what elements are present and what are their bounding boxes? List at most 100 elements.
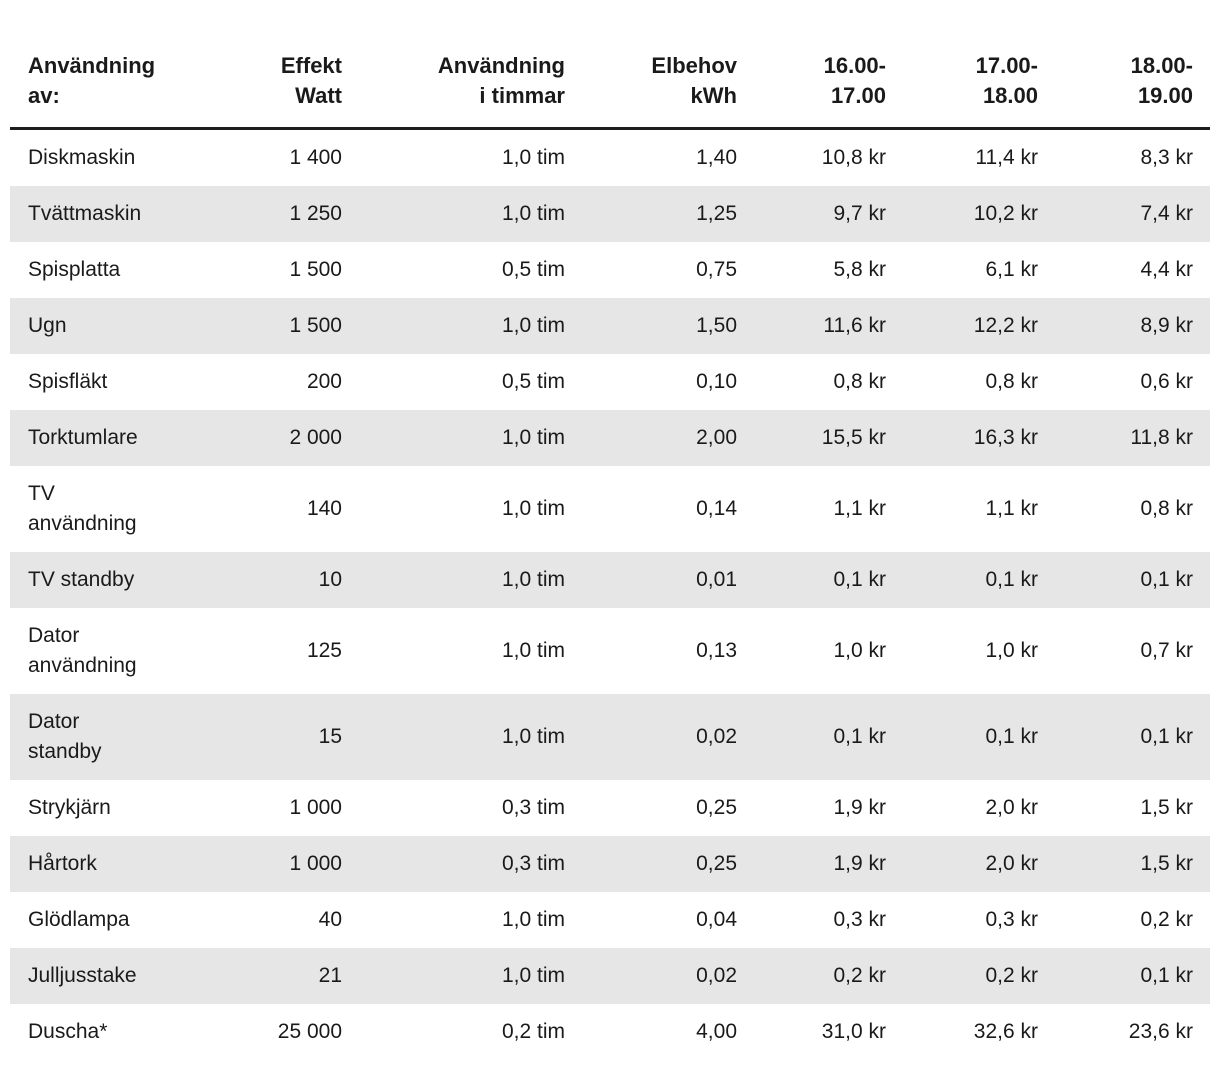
value-cell: 10,8 kr bbox=[821, 146, 886, 169]
value-cell: 0,6 kr bbox=[1140, 370, 1193, 393]
value-cell: 0,1 kr bbox=[833, 725, 886, 748]
value-cell: 15 bbox=[318, 725, 342, 748]
table-row: Spisplatta 1 500 0,5 tim 0,75 5,8 kr 6,1 kr 4,… bbox=[10, 242, 1210, 298]
value-cell: 31,0 kr bbox=[821, 1020, 886, 1043]
table-row: Strykjärn 1 000 0,3 tim 0,25 1,9 kr 2,0 kr 1,5… bbox=[10, 780, 1210, 836]
value-cell: 0,1 kr bbox=[833, 568, 886, 591]
value-cell: 0,1 kr bbox=[1140, 725, 1193, 748]
value-cell: 11,6 kr bbox=[823, 314, 886, 337]
energy-cost-table: Användning av: Effekt Watt Användning i ti… bbox=[10, 45, 1210, 1060]
value-cell: 2,00 bbox=[696, 426, 737, 449]
value-cell: 40 bbox=[318, 908, 342, 931]
table-row: Dator användning 125 1,0 tim 0,13 1,0 kr 1,0 … bbox=[10, 608, 1210, 694]
column-header: Effekt Watt bbox=[280, 53, 342, 108]
appliance-name-cell: Diskmaskin bbox=[28, 146, 136, 169]
value-cell: 1 000 bbox=[289, 796, 342, 819]
appliance-name-cell: Dator användning bbox=[28, 624, 137, 677]
table-row: Spisfläkt 200 0,5 tim 0,10 0,8 kr 0,8 kr 0,6 k… bbox=[10, 354, 1210, 410]
value-cell: 0,1 kr bbox=[1140, 964, 1193, 987]
table-row: Hårtork 1 000 0,3 tim 0,25 1,9 kr 2,0 kr 1,5 k… bbox=[10, 836, 1210, 892]
table-row: Ugn 1 500 1,0 tim 1,50 11,6 kr 12,2 kr 8,9 kr bbox=[10, 298, 1210, 354]
column-header: 16.00- 17.00 bbox=[823, 53, 886, 108]
value-cell: 9,7 kr bbox=[833, 202, 886, 225]
table-row: Glödlampa 40 1,0 tim 0,04 0,3 kr 0,3 kr 0,2 kr bbox=[10, 892, 1210, 948]
appliance-name-cell: Hårtork bbox=[28, 852, 97, 875]
value-cell: 0,3 kr bbox=[833, 908, 886, 931]
value-cell: 1,0 tim bbox=[501, 426, 565, 449]
table-row: Julljusstake 21 1,0 tim 0,02 0,2 kr 0,2 kr 0,1… bbox=[10, 948, 1210, 1004]
value-cell: 0,8 kr bbox=[985, 370, 1038, 393]
value-cell: 1,0 tim bbox=[501, 725, 565, 748]
value-cell: 1,25 bbox=[696, 202, 737, 225]
value-cell: 8,3 kr bbox=[1140, 146, 1193, 169]
value-cell: 200 bbox=[306, 370, 342, 393]
table-row: Duscha* 25 000 0,2 tim 4,00 31,0 kr 32,6 kr 23… bbox=[10, 1004, 1210, 1060]
value-cell: 32,6 kr bbox=[973, 1020, 1038, 1043]
table-row: Torktumlare 2 000 1,0 tim 2,00 15,5 kr 16,3 k… bbox=[10, 410, 1210, 466]
table-body: Diskmaskin 1 400 1,0 tim 1,40 10,8 kr 11,4 kr… bbox=[10, 129, 1210, 1061]
value-cell: 0,13 bbox=[696, 639, 737, 662]
value-cell: 0,02 bbox=[696, 725, 737, 748]
value-cell: 1,5 kr bbox=[1140, 852, 1193, 875]
value-cell: 0,5 tim bbox=[501, 258, 565, 281]
value-cell: 1,9 kr bbox=[833, 852, 886, 875]
column-header: Användning av: bbox=[28, 53, 156, 108]
value-cell: 1,0 kr bbox=[985, 639, 1038, 662]
appliance-name-cell: Dator standby bbox=[28, 710, 102, 763]
value-cell: 7,4 kr bbox=[1140, 202, 1193, 225]
value-cell: 0,75 bbox=[696, 258, 737, 281]
value-cell: 1,0 tim bbox=[501, 497, 565, 520]
value-cell: 0,1 kr bbox=[985, 725, 1038, 748]
appliance-name-cell: Spisfläkt bbox=[28, 370, 108, 393]
value-cell: 0,8 kr bbox=[1140, 497, 1193, 520]
value-cell: 6,1 kr bbox=[985, 258, 1038, 281]
value-cell: 2 000 bbox=[289, 426, 342, 449]
value-cell: 11,4 kr bbox=[975, 146, 1038, 169]
table-row: Tvättmaskin 1 250 1,0 tim 1,25 9,7 kr 10,2 kr… bbox=[10, 186, 1210, 242]
appliance-name-cell: Strykjärn bbox=[28, 796, 111, 819]
table-row: Diskmaskin 1 400 1,0 tim 1,40 10,8 kr 11,4 kr… bbox=[10, 129, 1210, 187]
value-cell: 12,2 kr bbox=[973, 314, 1038, 337]
appliance-name-cell: TV standby bbox=[28, 568, 135, 591]
value-cell: 1,0 tim bbox=[501, 146, 565, 169]
value-cell: 1,0 tim bbox=[501, 314, 565, 337]
value-cell: 125 bbox=[306, 639, 342, 662]
value-cell: 0,2 kr bbox=[1140, 908, 1193, 931]
table-header-row: Användning av: Effekt Watt Användning i ti… bbox=[10, 45, 1210, 129]
value-cell: 0,3 tim bbox=[501, 796, 565, 819]
value-cell: 0,8 kr bbox=[833, 370, 886, 393]
value-cell: 0,04 bbox=[696, 908, 737, 931]
value-cell: 4,4 kr bbox=[1140, 258, 1193, 281]
value-cell: 5,8 kr bbox=[833, 258, 886, 281]
column-header: Användning i timmar bbox=[437, 53, 565, 108]
value-cell: 25 000 bbox=[277, 1020, 342, 1043]
value-cell: 16,3 kr bbox=[973, 426, 1038, 449]
column-header: 18.00- 19.00 bbox=[1130, 53, 1193, 108]
appliance-name-cell: Duscha* bbox=[28, 1020, 108, 1043]
value-cell: 1,1 kr bbox=[833, 497, 886, 520]
value-cell: 2,0 kr bbox=[985, 796, 1038, 819]
value-cell: 1,50 bbox=[696, 314, 737, 337]
value-cell: 0,02 bbox=[696, 964, 737, 987]
value-cell: 1,0 tim bbox=[501, 568, 565, 591]
value-cell: 0,1 kr bbox=[985, 568, 1038, 591]
value-cell: 4,00 bbox=[696, 1020, 737, 1043]
value-cell: 1,0 tim bbox=[501, 908, 565, 931]
appliance-name-cell: Julljusstake bbox=[28, 964, 137, 987]
value-cell: 1,0 kr bbox=[833, 639, 886, 662]
value-cell: 1,1 kr bbox=[985, 497, 1038, 520]
value-cell: 10 bbox=[318, 568, 342, 591]
value-cell: 0,7 kr bbox=[1140, 639, 1193, 662]
table-row: TV användning 140 1,0 tim 0,14 1,1 kr 1,1 kr 0… bbox=[10, 466, 1210, 552]
value-cell: 0,2 kr bbox=[985, 964, 1038, 987]
column-header: 17.00- 18.00 bbox=[975, 53, 1038, 108]
value-cell: 0,01 bbox=[696, 568, 737, 591]
table-row: Dator standby 15 1,0 tim 0,02 0,1 kr 0,1 kr 0,… bbox=[10, 694, 1210, 780]
value-cell: 0,25 bbox=[696, 796, 737, 819]
value-cell: 1 500 bbox=[289, 258, 342, 281]
value-cell: 1 400 bbox=[289, 146, 342, 169]
value-cell: 1,9 kr bbox=[833, 796, 886, 819]
value-cell: 0,1 kr bbox=[1140, 568, 1193, 591]
value-cell: 8,9 kr bbox=[1140, 314, 1193, 337]
